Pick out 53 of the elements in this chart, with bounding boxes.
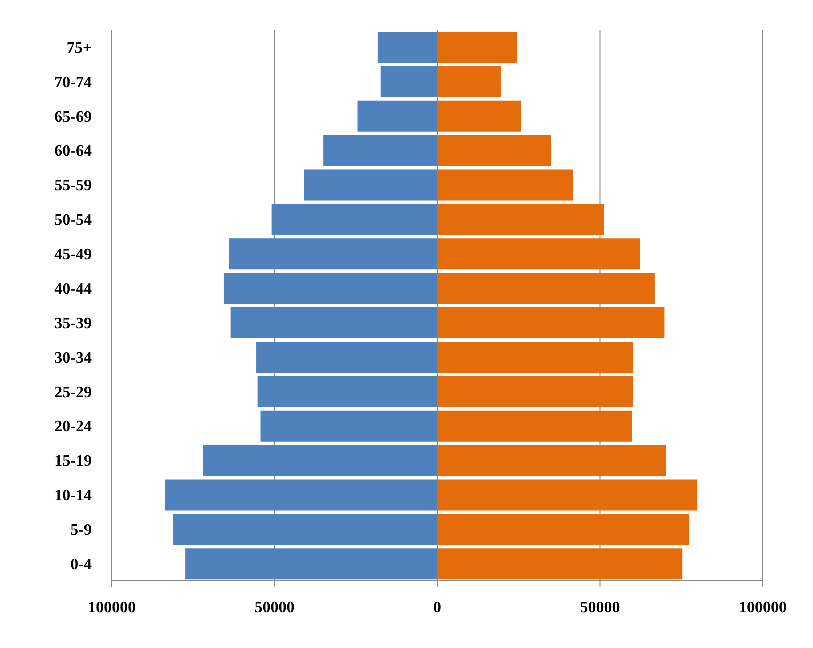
bar	[438, 410, 632, 442]
bar	[272, 204, 438, 236]
y-tick-label: 10-14	[54, 488, 92, 505]
bar	[165, 480, 438, 511]
y-tick-label: 55-59	[54, 178, 92, 195]
x-tick-label: 50000	[254, 599, 295, 616]
bar	[438, 66, 501, 98]
y-tick-label: 30-34	[54, 350, 92, 367]
bar	[186, 548, 438, 580]
y-tick-label: 20-24	[54, 418, 92, 436]
x-tick-label: 100000	[739, 599, 787, 616]
bar	[438, 445, 666, 476]
bar	[438, 273, 655, 304]
bar	[380, 66, 438, 98]
bar	[324, 135, 438, 166]
bar	[438, 514, 690, 546]
x-tick-label: 100000	[88, 599, 136, 616]
y-tick-label: 5-9	[70, 522, 92, 540]
bar	[224, 273, 438, 304]
bar	[438, 342, 634, 373]
bar	[304, 170, 438, 201]
y-tick-label: 65-69	[54, 108, 92, 126]
y-tick-label: 70-74	[54, 74, 92, 92]
bar	[260, 410, 438, 442]
y-tick-label: 40-44	[54, 280, 92, 298]
y-tick-label: 60-64	[54, 143, 92, 160]
bar	[438, 548, 683, 580]
bar	[438, 100, 522, 132]
bar	[438, 480, 698, 511]
bar	[174, 514, 438, 546]
y-tick-label: 0-4	[70, 556, 92, 574]
bar	[378, 32, 438, 63]
bar	[438, 308, 665, 338]
y-tick-label: 15-19	[54, 453, 92, 470]
bar	[438, 238, 640, 270]
bar	[438, 204, 604, 236]
y-tick-label: 45-49	[54, 246, 92, 264]
y-tick-label: 50-54	[54, 212, 92, 230]
bar	[230, 238, 438, 270]
y-tick-label: 35-39	[54, 315, 92, 332]
x-tick-label: 50000	[580, 599, 620, 616]
bar	[438, 135, 552, 166]
bar	[438, 170, 574, 201]
x-tick-label: 0	[434, 599, 442, 616]
y-tick-label: 25-29	[54, 384, 92, 402]
y-tick-label: 75+	[66, 40, 92, 57]
bar	[438, 32, 518, 63]
bar	[230, 308, 438, 338]
bar	[203, 445, 438, 476]
bar	[358, 100, 438, 132]
bar	[258, 376, 438, 408]
bar	[256, 342, 438, 373]
bar	[438, 376, 634, 408]
